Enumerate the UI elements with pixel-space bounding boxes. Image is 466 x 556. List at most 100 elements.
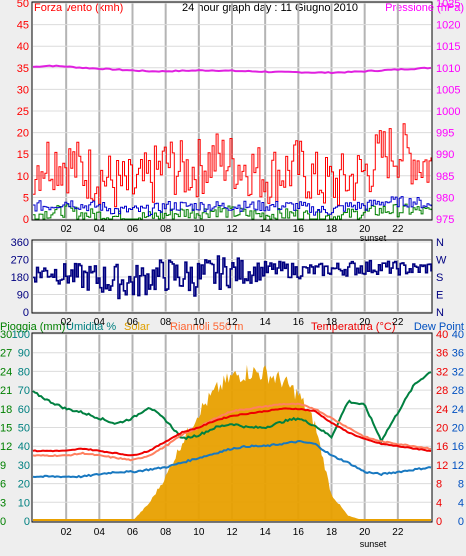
humidity-axis-title: Umidita %	[66, 321, 116, 333]
x-tick-label: 18	[326, 317, 338, 328]
wind-y-tick-label: 25	[17, 106, 29, 118]
rain-axis-title: Pioggia (mm)	[0, 321, 65, 333]
rain-y-tick-label: 27	[0, 348, 12, 360]
x-tick-label: 22	[392, 224, 404, 235]
dew-y-tick-label: 0	[458, 516, 464, 528]
temperature-y-tick-label: 28	[436, 385, 448, 397]
x-tick-label: 02	[61, 224, 73, 235]
rain-y-tick-label: 3	[0, 497, 6, 509]
x-tick-label: 08	[160, 317, 172, 328]
rain-y-tick-label: 30	[0, 329, 12, 341]
rain-y-tick-label: 12	[0, 441, 12, 453]
solar-area	[33, 364, 431, 521]
humidity-y-tick-label: 70	[18, 385, 30, 397]
rain-y-tick-label: 24	[0, 366, 12, 378]
x-tick-label: 20	[359, 224, 371, 235]
compass-tick-label: E	[436, 290, 443, 302]
x-tick-label: 10	[193, 224, 205, 235]
pressure-y-tick-label: 1010	[436, 63, 460, 75]
x-tick-label: 08	[160, 527, 172, 538]
x-tick-label: 18	[326, 224, 338, 235]
x-tick-label: 06	[127, 317, 139, 328]
temperature-y-tick-label: 40	[436, 329, 448, 341]
dew-y-tick-label: 16	[452, 441, 464, 453]
average-wind-line	[33, 203, 432, 220]
temperature-y-tick-label: 32	[436, 366, 448, 378]
wind-speed-line	[33, 196, 432, 217]
x-tick-label: 14	[260, 224, 272, 235]
solar-label: Solar	[124, 321, 150, 333]
direction-y-tick-label: 180	[11, 272, 29, 284]
wind-y-tick-label: 45	[17, 20, 29, 32]
dew-y-tick-label: 12	[452, 460, 464, 472]
x-tick-label: 06	[127, 224, 139, 235]
x-tick-label: 20	[359, 317, 371, 328]
wind-y-tick-label: 50	[17, 0, 29, 10]
humidity-line	[32, 371, 432, 445]
x-tick-label: 16	[293, 224, 305, 235]
chart-title: 24 hour graph day : 11 Giugno 2010	[182, 2, 358, 14]
temperature-y-tick-label: 20	[436, 423, 448, 435]
pressure-y-tick-label: 985	[436, 171, 454, 183]
rain-y-tick-label: 9	[0, 460, 6, 472]
rain-y-tick-label: 0	[0, 516, 6, 528]
humidity-y-tick-label: 10	[18, 497, 30, 509]
wind-y-tick-label: 35	[17, 63, 29, 75]
wind-y-tick-label: 40	[17, 41, 29, 53]
dew-y-tick-label: 24	[452, 404, 464, 416]
compass-tick-label: W	[436, 255, 447, 267]
humidity-y-tick-label: 60	[18, 404, 30, 416]
wind-y-tick-label: 10	[17, 171, 29, 183]
pressure-y-tick-label: 1000	[436, 106, 460, 118]
apparent-temperature-line	[32, 402, 432, 462]
x-tick-label: 12	[226, 317, 238, 328]
dew-y-tick-label: 20	[452, 423, 464, 435]
x-tick-label: 04	[94, 317, 106, 328]
direction-y-tick-label: 90	[17, 290, 29, 302]
rain-y-tick-label: 18	[0, 404, 12, 416]
cloud-base-label: Riannoli 550 m	[170, 321, 243, 333]
wind-y-tick-label: 0	[23, 214, 29, 226]
pressure-y-tick-label: 1025	[436, 0, 460, 10]
pressure-axis-title: Pressione (hPa)	[385, 2, 464, 14]
temperature-y-tick-label: 12	[436, 460, 448, 472]
rain-y-tick-label: 15	[0, 423, 12, 435]
temperature-axis-title: Temperatura (°C)	[311, 321, 395, 333]
rain-y-tick-label: 21	[0, 385, 12, 397]
humidity-y-tick-label: 80	[18, 366, 30, 378]
x-tick-label: 10	[193, 527, 205, 538]
wind-y-tick-label: 20	[17, 128, 29, 140]
direction-y-tick-label: 360	[11, 237, 29, 249]
temperature-y-tick-label: 16	[436, 441, 448, 453]
dew-y-tick-label: 32	[452, 366, 464, 378]
temperature-y-tick-label: 4	[436, 497, 442, 509]
x-tick-label: 10	[193, 317, 205, 328]
temperature-y-tick-label: 0	[436, 516, 442, 528]
pressure-y-tick-label: 975	[436, 214, 454, 226]
x-tick-label: 02	[61, 317, 73, 328]
wind-direction-line	[33, 255, 432, 300]
x-tick-label: 22	[392, 527, 404, 538]
x-tick-label: 22	[392, 317, 404, 328]
compass-tick-label: N	[436, 237, 444, 249]
x-tick-label: 18	[326, 527, 338, 538]
dew-y-tick-label: 36	[452, 348, 464, 360]
wind-y-tick-label: 5	[23, 192, 29, 204]
humidity-y-tick-label: 100	[12, 329, 30, 341]
dew-point-axis-title: Dew Point	[414, 321, 464, 333]
compass-tick-label: S	[436, 272, 443, 284]
humidity-y-tick-label: 30	[18, 460, 30, 472]
x-tick-label: 04	[94, 527, 106, 538]
x-tick-label: 12	[226, 224, 238, 235]
rain-y-tick-label: 6	[0, 479, 6, 491]
x-tick-label: 20	[359, 527, 371, 538]
wind-y-tick-label: 30	[17, 84, 29, 96]
dew-y-tick-label: 28	[452, 385, 464, 397]
temperature-y-tick-label: 8	[436, 479, 442, 491]
direction-y-tick-label: 270	[11, 255, 29, 267]
x-tick-label: 16	[293, 527, 305, 538]
humidity-y-tick-label: 0	[24, 516, 30, 528]
temperature-line	[32, 407, 432, 457]
